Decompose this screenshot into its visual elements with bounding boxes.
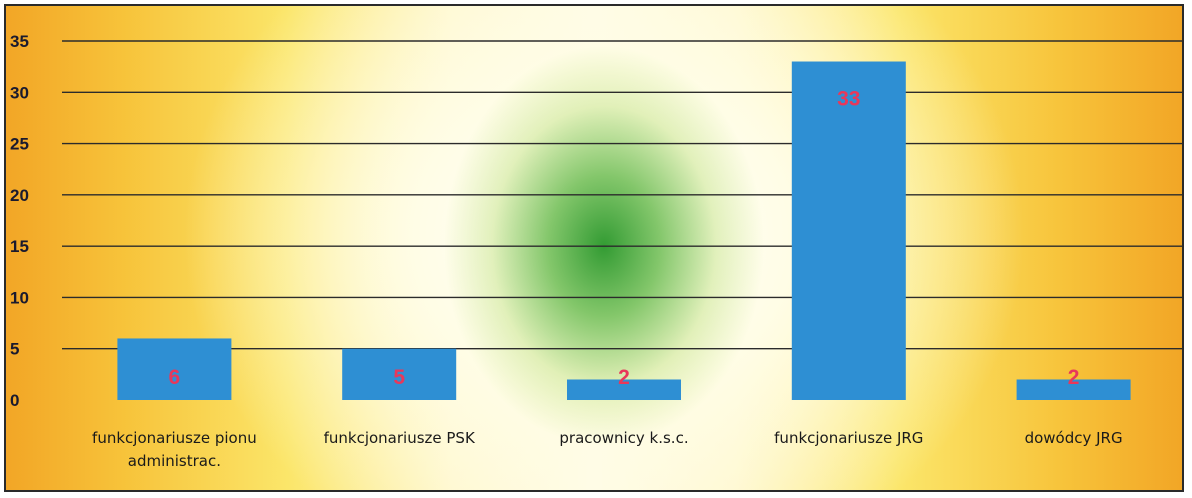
bar bbox=[342, 348, 457, 400]
y-tick-label: 25 bbox=[10, 135, 29, 154]
y-tick-label: 5 bbox=[10, 340, 19, 359]
data-label: 33 bbox=[837, 88, 860, 111]
data-label: 6 bbox=[169, 366, 181, 389]
bar bbox=[1016, 379, 1131, 400]
y-tick-label: 15 bbox=[10, 237, 29, 256]
x-category-label: funkcjonariusze JRG bbox=[774, 429, 923, 447]
y-tick-label: 20 bbox=[10, 186, 29, 205]
x-category-label: dowódcy JRG bbox=[1025, 429, 1123, 447]
chart-frame: 0 5 10 15 20 25 30 35 6 funkcjonariusze pionu admi… bbox=[4, 4, 1184, 492]
x-category-label: pracownicy k.s.c. bbox=[559, 429, 688, 447]
data-label: 2 bbox=[1068, 366, 1080, 389]
x-category-label: funkcjonariusze PSK bbox=[324, 429, 476, 447]
y-tick-label: 0 bbox=[10, 391, 19, 410]
bar bbox=[791, 61, 906, 401]
bar bbox=[117, 338, 232, 400]
data-label: 5 bbox=[393, 366, 405, 389]
y-tick-label: 35 bbox=[10, 32, 29, 51]
x-category-label: administrac. bbox=[128, 452, 221, 470]
y-tick-label: 10 bbox=[10, 288, 29, 307]
bar bbox=[567, 379, 681, 400]
x-category-label: funkcjonariusze pionu bbox=[92, 429, 257, 447]
data-label: 2 bbox=[618, 366, 630, 389]
y-tick-label: 30 bbox=[10, 83, 29, 102]
